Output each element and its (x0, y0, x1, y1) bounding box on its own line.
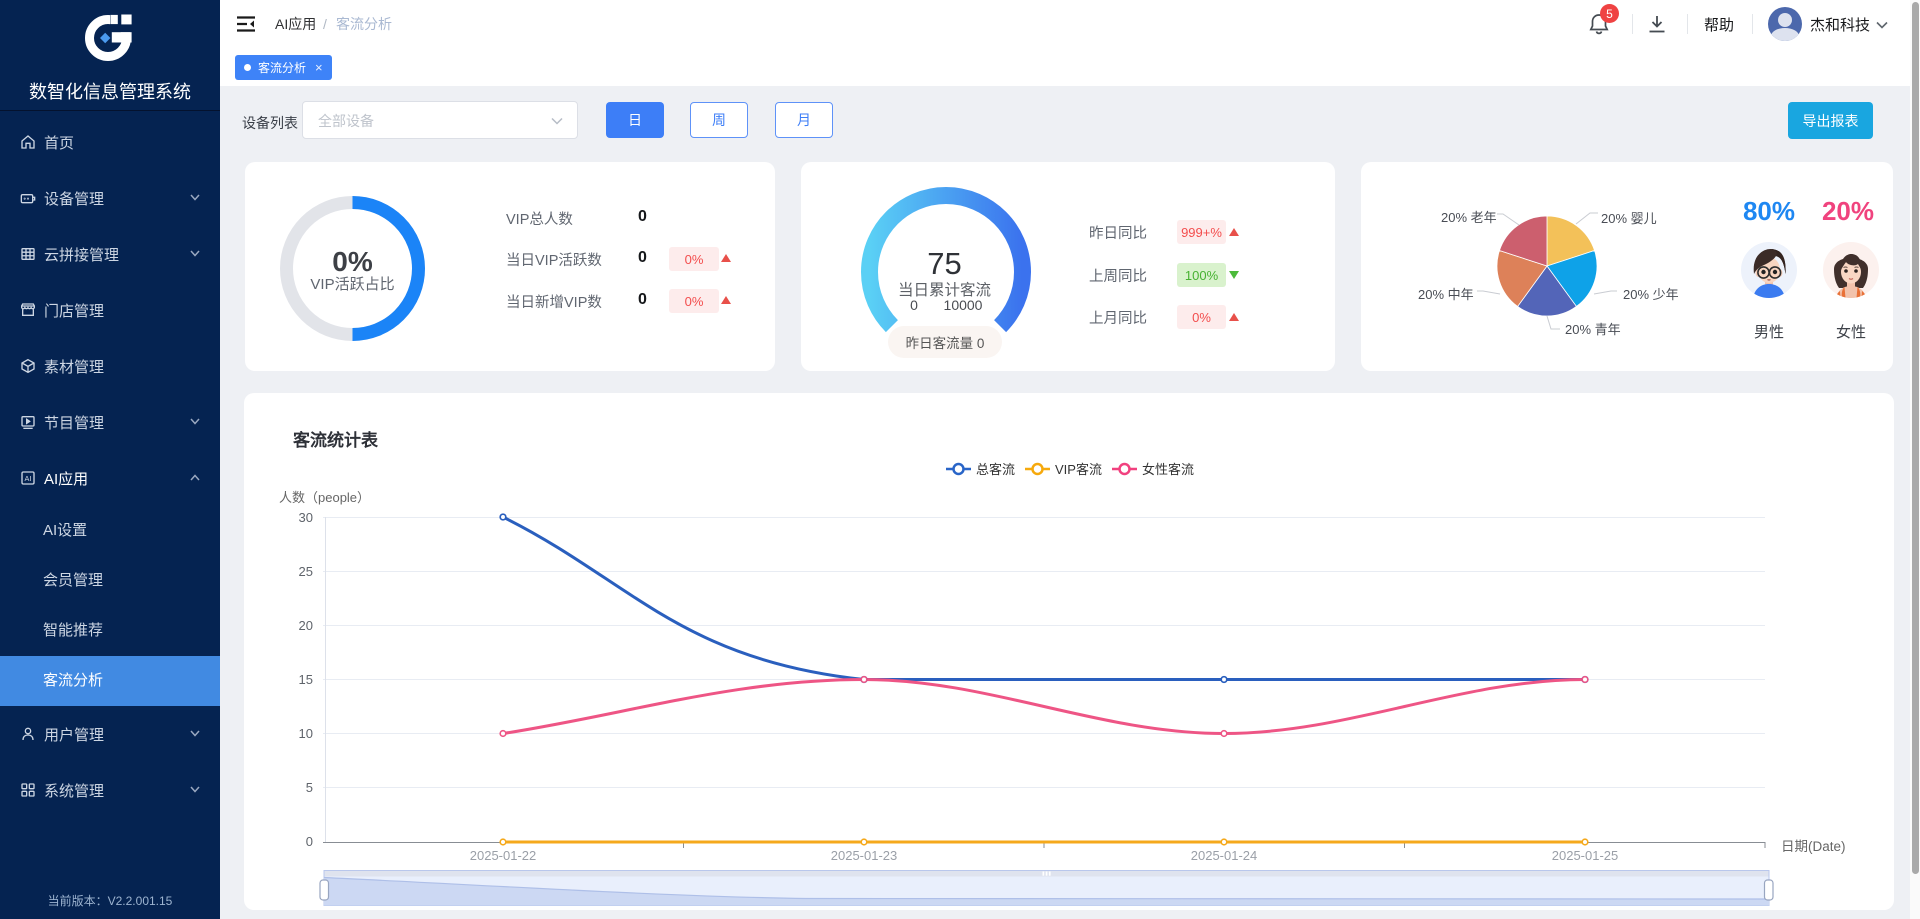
svg-text:25: 25 (299, 564, 313, 579)
svg-text:30: 30 (299, 510, 313, 525)
svg-text:20: 20 (299, 618, 313, 633)
svg-text:2025-01-22: 2025-01-22 (470, 848, 537, 863)
svg-text:2025-01-23: 2025-01-23 (831, 848, 898, 863)
svg-text:0: 0 (306, 834, 313, 849)
svg-text:2025-01-25: 2025-01-25 (1552, 848, 1619, 863)
svg-text:15: 15 (299, 672, 313, 687)
svg-text:10: 10 (299, 726, 313, 741)
svg-text:5: 5 (306, 780, 313, 795)
svg-text:2025-01-24: 2025-01-24 (1191, 848, 1258, 863)
svg-text:AI: AI (25, 474, 32, 483)
